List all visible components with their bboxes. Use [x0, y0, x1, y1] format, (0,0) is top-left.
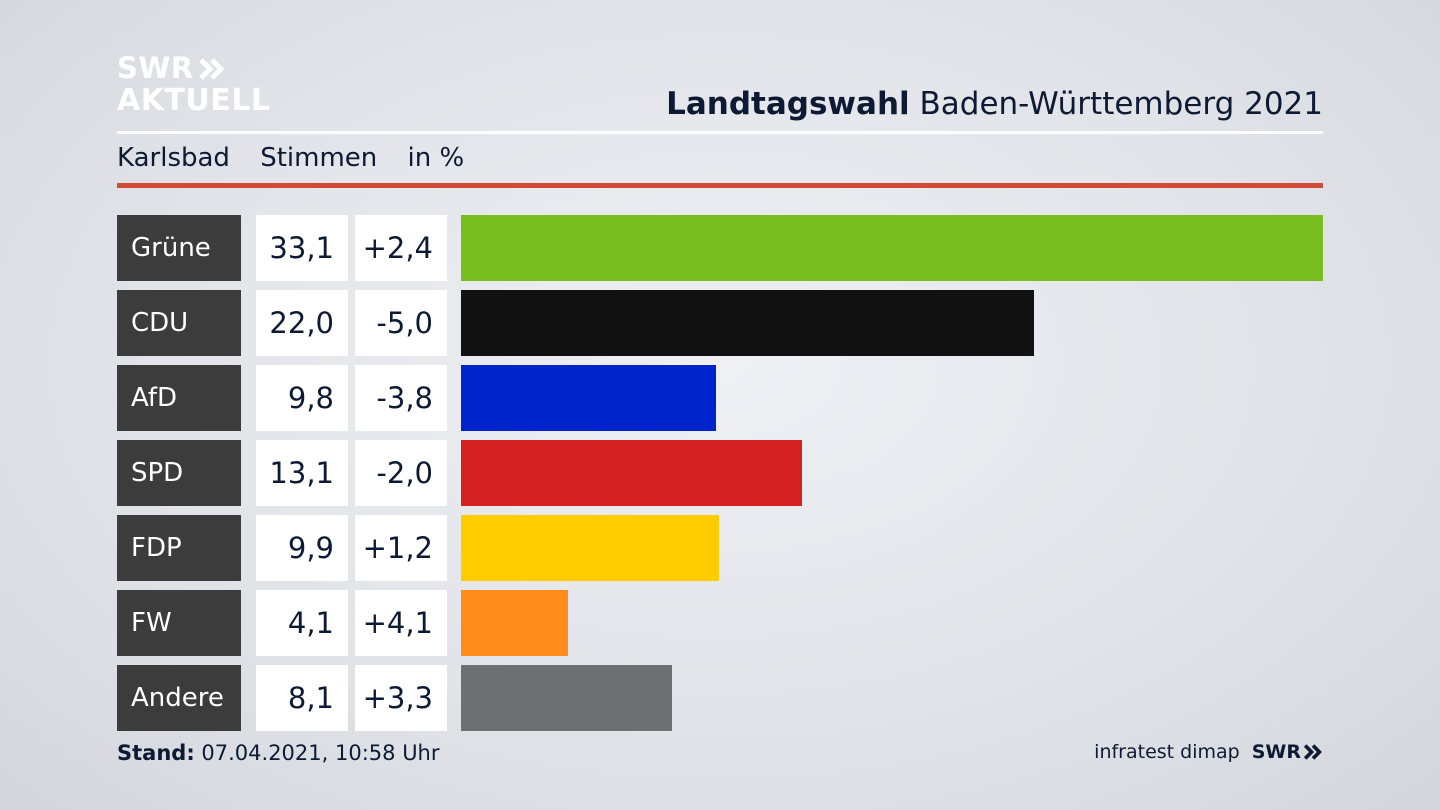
vote-share-value: 9,9 [256, 515, 348, 581]
stand-value: 07.04.2021, 10:58 Uhr [201, 741, 440, 765]
logo-line2: AKTUELL [117, 83, 271, 118]
party-label: FDP [117, 515, 241, 581]
vote-share-value: 33,1 [256, 215, 348, 281]
source-label: infratest dimap [1094, 741, 1240, 763]
result-bar [461, 590, 568, 656]
swr-footer-text: SWR [1251, 741, 1301, 763]
party-label: AfD [117, 365, 241, 431]
place-label: Karlsbad [117, 143, 230, 173]
subheader: Karlsbad Stimmen in % [117, 143, 486, 173]
result-bar [461, 515, 719, 581]
party-label: Andere [117, 665, 241, 731]
unit-label: in % [407, 143, 465, 173]
party-label: CDU [117, 290, 241, 356]
swr-aktuell-logo: SWR AKTUELL [117, 54, 271, 116]
result-bar [461, 290, 1034, 356]
party-label: FW [117, 590, 241, 656]
header-divider [117, 131, 1323, 134]
party-label: SPD [117, 440, 241, 506]
change-value: -3,8 [355, 365, 447, 431]
change-value: +3,3 [355, 665, 447, 731]
result-bar [461, 215, 1323, 281]
party-label: Grüne [117, 215, 241, 281]
timestamp: Stand: 07.04.2021, 10:58 Uhr [117, 741, 440, 765]
source-credit: infratest dimap SWR [1094, 741, 1323, 763]
logo-line1: SWR [117, 51, 194, 85]
vote-share-value: 8,1 [256, 665, 348, 731]
accent-divider [117, 183, 1323, 188]
vote-share-value: 9,8 [256, 365, 348, 431]
vote-share-value: 13,1 [256, 440, 348, 506]
double-chevron-icon [1303, 744, 1322, 760]
vote-share-value: 22,0 [256, 290, 348, 356]
change-value: +4,1 [355, 590, 447, 656]
title-rest: Baden-Württemberg 2021 [919, 86, 1323, 122]
metric-label: Stimmen [260, 143, 378, 173]
result-bar [461, 440, 802, 506]
swr-footer-logo: SWR [1252, 741, 1323, 763]
change-value: +2,4 [355, 215, 447, 281]
vote-share-value: 4,1 [256, 590, 348, 656]
double-chevron-icon [198, 57, 226, 80]
stand-label: Stand: [117, 741, 195, 765]
change-value: -5,0 [355, 290, 447, 356]
title-bold: Landtagswahl [666, 86, 910, 122]
page-title: Landtagswahl Baden-Württemberg 2021 [666, 86, 1323, 122]
change-value: -2,0 [355, 440, 447, 506]
change-value: +1,2 [355, 515, 447, 581]
result-bar [461, 665, 672, 731]
result-bar [461, 365, 716, 431]
